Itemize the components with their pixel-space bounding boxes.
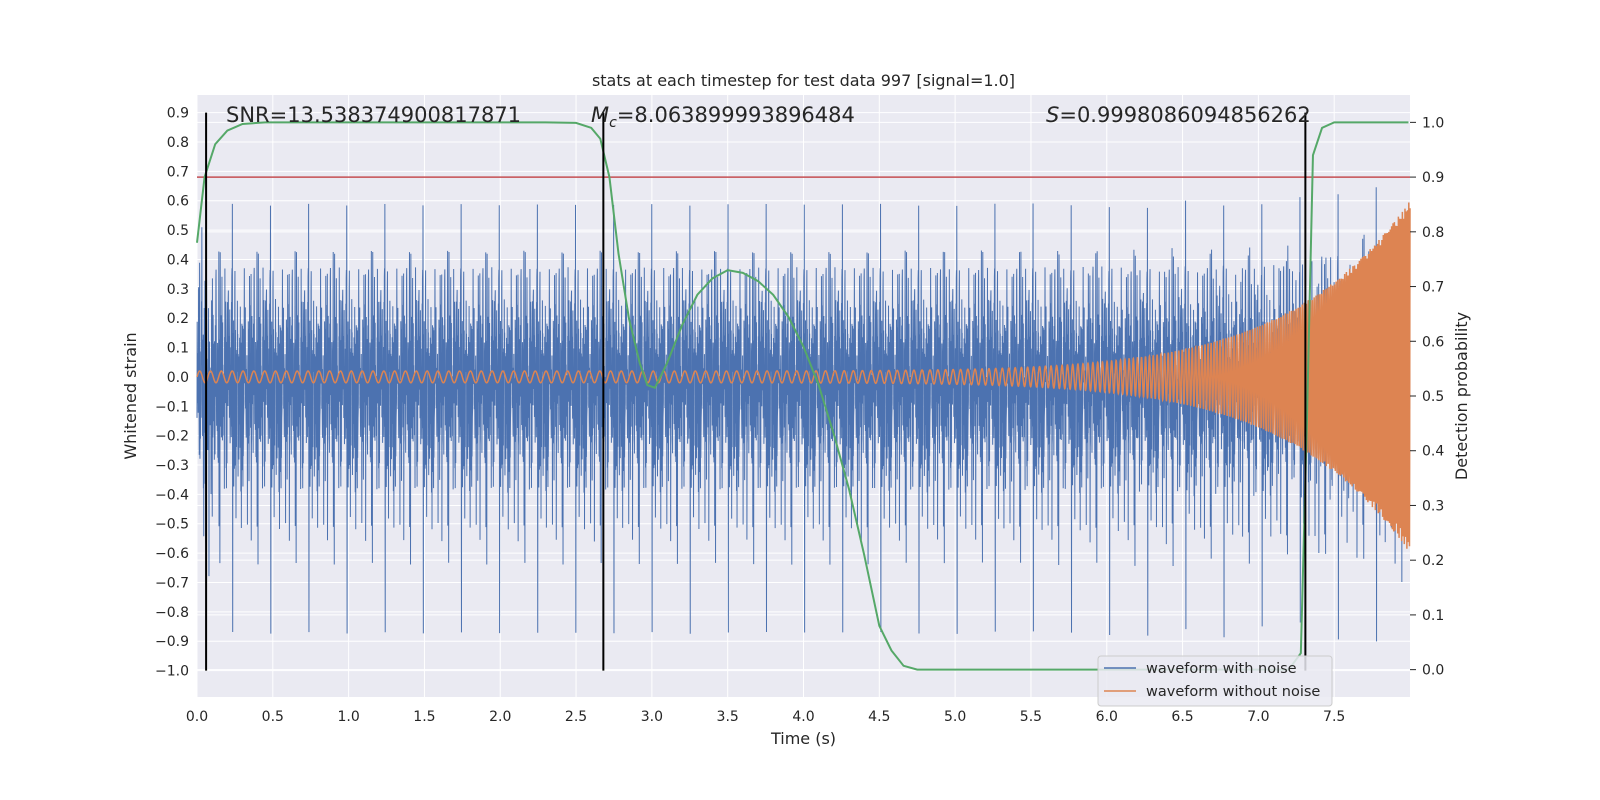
- right-y-tick-label: 0.3: [1422, 498, 1444, 514]
- left-y-tick-label: −0.1: [155, 399, 189, 415]
- snr-annotation: SNR=13.538374900817871: [226, 103, 521, 127]
- x-tick-label: 7.0: [1247, 709, 1269, 725]
- x-tick-label: 1.0: [337, 709, 359, 725]
- left-y-tick-label: −0.6: [155, 546, 189, 562]
- x-tick-label: 3.0: [641, 709, 663, 725]
- left-y-tick-label: 0.3: [167, 282, 189, 298]
- legend-label-clean: waveform without noise: [1146, 684, 1320, 700]
- detection-statistic-value: =0.9998086094856262: [1059, 103, 1310, 127]
- detection-statistic-annotation: S=0.9998086094856262: [1046, 103, 1311, 127]
- left-y-tick-label: 0.0: [167, 370, 189, 386]
- x-tick-label: 7.5: [1323, 709, 1345, 725]
- left-y-tick-label: 0.8: [167, 135, 189, 151]
- left-y-tick-label: −0.2: [155, 429, 189, 445]
- x-tick-label: 2.0: [489, 709, 511, 725]
- x-tick-label: 3.5: [717, 709, 739, 725]
- x-tick-label: 5.5: [1020, 709, 1042, 725]
- left-y-tick-label: −0.5: [155, 517, 189, 533]
- right-y-tick-label: 0.1: [1422, 608, 1444, 624]
- series-waveform-with-noise: [196, 187, 1411, 642]
- left-y-tick-label: 0.6: [167, 194, 189, 210]
- left-y-tick-label: −0.9: [155, 634, 189, 650]
- left-y-tick-label: 0.1: [167, 341, 189, 357]
- chirp-mass-value: =8.063899993896484: [617, 103, 855, 127]
- chart-title: stats at each timestep for test data 997…: [592, 71, 1015, 90]
- right-y-tick-label: 0.2: [1422, 553, 1444, 569]
- right-y-tick-label: 1.0: [1422, 115, 1444, 131]
- left-y-tick-label: 0.5: [167, 223, 189, 239]
- chirp-mass-symbol: M: [591, 103, 609, 127]
- x-tick-label: 4.5: [868, 709, 890, 725]
- x-tick-label: 1.5: [413, 709, 435, 725]
- right-y-tick-label: 0.9: [1422, 170, 1444, 186]
- x-tick-label: 6.0: [1096, 709, 1118, 725]
- right-y-tick-label: 0.4: [1422, 444, 1444, 460]
- left-y-tick-label: −1.0: [155, 664, 189, 680]
- x-tick-label: 5.0: [944, 709, 966, 725]
- right-y-tick-label: 0.5: [1422, 389, 1444, 405]
- legend: waveform with noise waveform without noi…: [1097, 655, 1333, 707]
- right-y-axis-label: Detection probability: [1452, 312, 1471, 480]
- left-y-axis-label: Whitened strain: [121, 332, 140, 459]
- right-y-axis-ticks: 1.0 0.9 0.8 0.7 0.6 0.5 0.4 0.3 0.2 0.1 0.0: [1410, 115, 1444, 679]
- x-tick-label: 4.0: [792, 709, 814, 725]
- x-tick-label: 2.5: [565, 709, 587, 725]
- left-y-tick-label: −0.3: [155, 458, 189, 474]
- chirp-mass-annotation: Mc=8.063899993896484: [591, 103, 855, 131]
- chirp-mass-subscript: c: [609, 115, 617, 131]
- x-axis-ticks: 0.0 0.5 1.0 1.5 2.0 2.5 3.0 3.5 4.0 4.5 5.0 5.5 6.0 6…: [186, 709, 1345, 725]
- left-y-tick-label: 0.4: [167, 252, 189, 268]
- left-y-axis-ticks: 0.9 0.8 0.7 0.6 0.5 0.4 0.3 0.2 0.1 0.0 −0.1 −0.2 −0…: [155, 106, 189, 680]
- x-tick-label: 0.5: [262, 709, 284, 725]
- legend-box: [1097, 655, 1333, 707]
- left-y-tick-label: −0.4: [155, 487, 189, 503]
- x-tick-label: 0.0: [186, 709, 208, 725]
- series-waveform-without-noise: [196, 202, 1411, 549]
- left-y-tick-label: −0.7: [155, 575, 189, 591]
- right-y-tick-label: 0.6: [1422, 334, 1444, 350]
- x-tick-label: 6.5: [1171, 709, 1193, 725]
- left-y-tick-label: 0.2: [167, 311, 189, 327]
- left-y-tick-label: 0.9: [167, 106, 189, 122]
- x-axis-label: Time (s): [770, 729, 836, 748]
- right-y-tick-label: 0.7: [1422, 280, 1444, 296]
- left-y-tick-label: −0.8: [155, 605, 189, 621]
- detection-statistic-symbol: S: [1046, 103, 1059, 127]
- right-y-tick-label: 0.0: [1422, 663, 1444, 679]
- right-y-tick-label: 0.8: [1422, 225, 1444, 241]
- legend-label-noisy: waveform with noise: [1146, 661, 1297, 677]
- left-y-tick-label: 0.7: [167, 164, 189, 180]
